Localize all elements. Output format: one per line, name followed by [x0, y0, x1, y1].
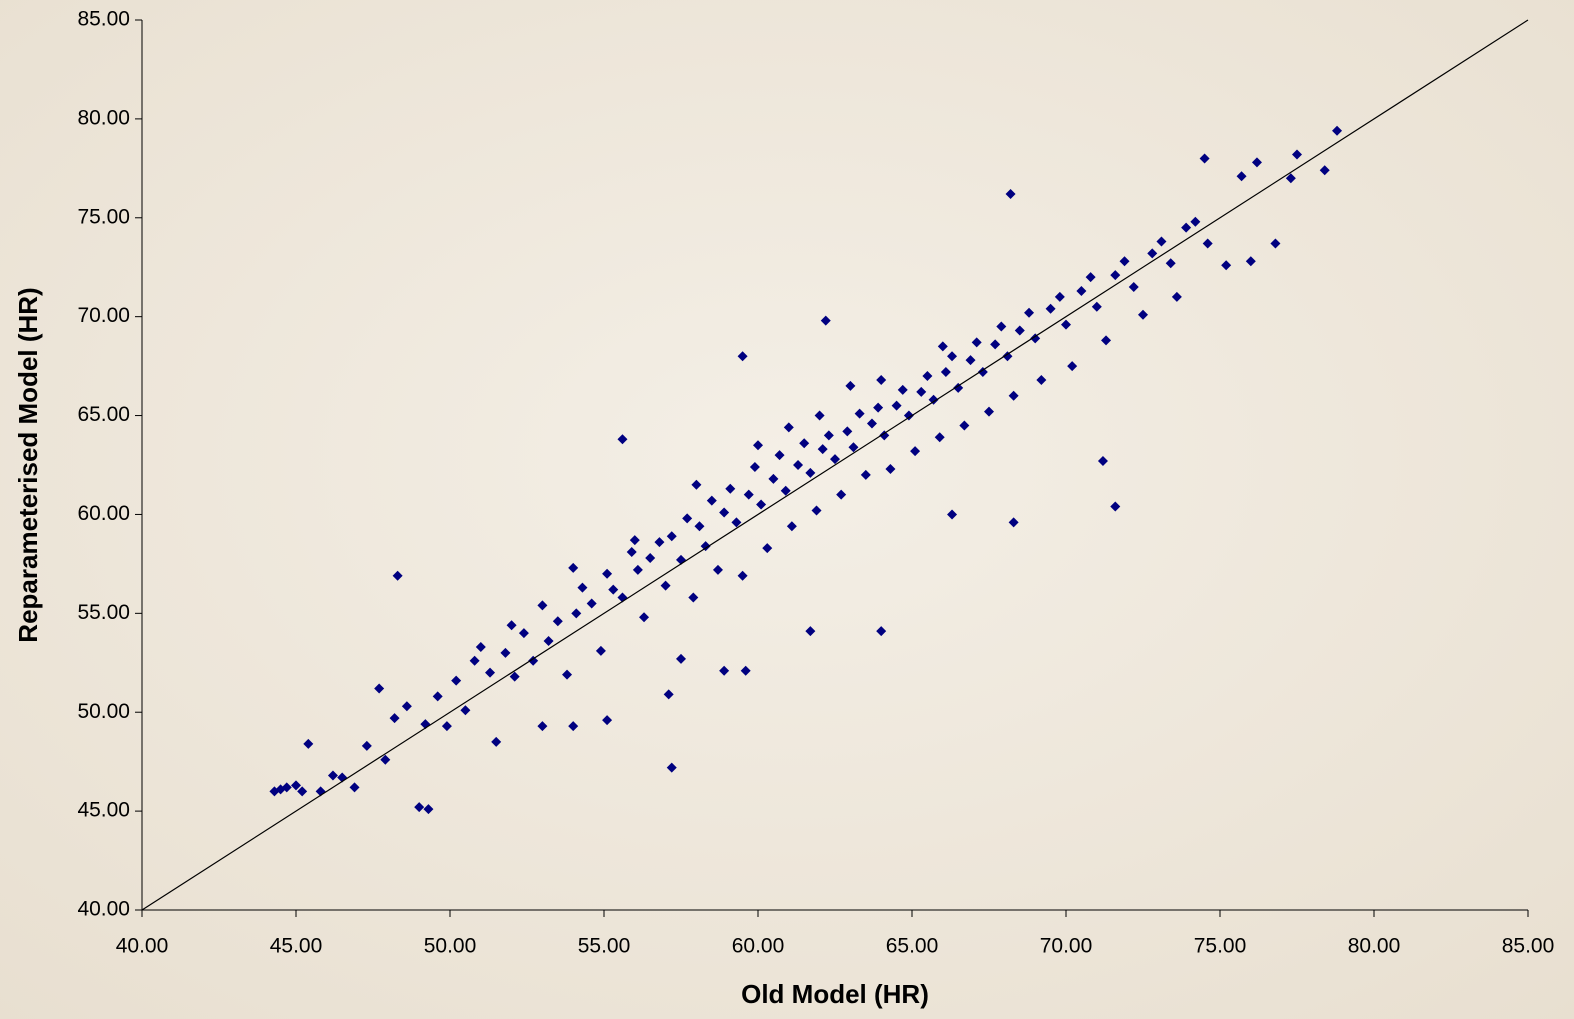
x-tick-label: 50.00	[424, 935, 477, 958]
x-tick-label: 40.00	[116, 935, 169, 958]
x-tick-label: 80.00	[1348, 935, 1401, 958]
x-tick-label: 65.00	[886, 935, 939, 958]
background	[0, 0, 1574, 1019]
y-tick-label: 60.00	[77, 502, 130, 525]
chart: Old Model (HR) Reparameterised Model (HR…	[0, 0, 1574, 1019]
x-tick-label: 75.00	[1194, 935, 1247, 958]
x-tick-label: 70.00	[1040, 935, 1093, 958]
y-tick-label: 50.00	[77, 700, 130, 723]
y-axis-title: Reparameterised Model (HR)	[13, 287, 43, 642]
x-tick-label: 60.00	[732, 935, 785, 958]
y-tick-label: 80.00	[77, 106, 130, 129]
y-tick-label: 75.00	[77, 205, 130, 228]
x-axis-title: Old Model (HR)	[741, 979, 929, 1009]
y-tick-label: 45.00	[77, 799, 130, 822]
y-tick-label: 70.00	[77, 304, 130, 327]
x-tick-label: 85.00	[1502, 935, 1555, 958]
x-tick-label: 45.00	[270, 935, 323, 958]
y-tick-label: 85.00	[77, 8, 130, 31]
y-tick-label: 55.00	[77, 601, 130, 624]
y-tick-label: 65.00	[77, 403, 130, 426]
y-tick-label: 40.00	[77, 898, 130, 921]
x-tick-label: 55.00	[578, 935, 631, 958]
page: {"chart_data": { "type": "scatter", "x_l…	[0, 0, 1574, 1019]
